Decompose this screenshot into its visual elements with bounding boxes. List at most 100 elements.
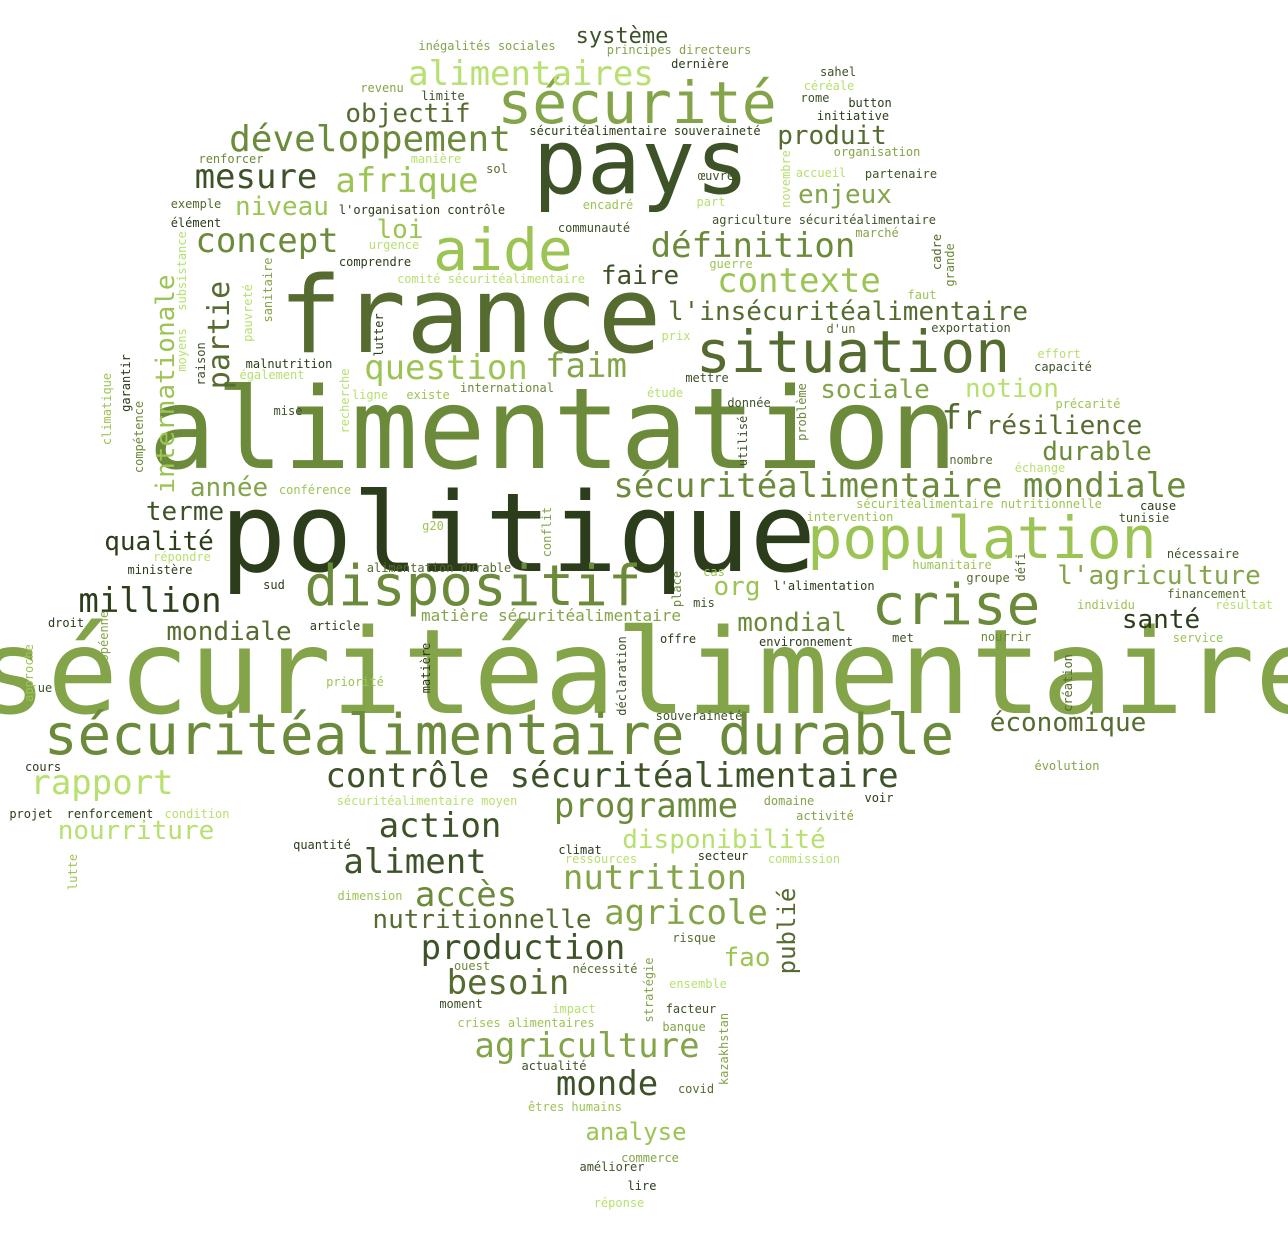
cloud-word: mesure (194, 157, 318, 197)
cloud-word: lutter (372, 313, 386, 357)
cloud-word: économique (989, 708, 1147, 738)
cloud-word: objectif (345, 99, 471, 129)
cloud-word: problème (795, 383, 809, 441)
cloud-word: capacité (1034, 360, 1092, 374)
cloud-word: nutritionnelle (372, 905, 592, 935)
cloud-word: initiative (816, 109, 890, 123)
cloud-word: question (364, 348, 528, 388)
cloud-word: échange (1014, 461, 1066, 475)
cloud-word: utilisé (736, 415, 750, 467)
cloud-word: année (189, 473, 269, 503)
cloud-word: l'insécuritéalimentaire (667, 297, 1029, 327)
cloud-word: impact (552, 1002, 596, 1016)
cloud-word: loi (376, 215, 424, 245)
cloud-word: niveau (235, 192, 329, 222)
cloud-word: œuvre (697, 169, 735, 183)
cloud-word: environnement (759, 635, 853, 649)
cloud-word: cas (703, 565, 725, 579)
cloud-word: tunisie (1118, 511, 1170, 525)
cloud-word: concept (195, 221, 339, 261)
cloud-word: sahel (819, 65, 857, 79)
cloud-word: mise (273, 404, 303, 418)
cloud-word: mondiale (166, 617, 292, 647)
cloud-word: place (670, 570, 684, 608)
cloud-word: effort (1037, 347, 1081, 361)
cloud-word: g20 (422, 519, 444, 533)
cloud-word: sécuritéalimentaire nutritionnelle (856, 497, 1102, 511)
cloud-word: programme (553, 786, 739, 826)
cloud-word: nourriture (57, 816, 215, 846)
cloud-word: sécuritéalimentaire moyen (336, 794, 518, 808)
cloud-word: résilience (985, 411, 1143, 441)
cloud-word: produit (777, 121, 887, 151)
cloud-word: organisation (833, 145, 921, 159)
cloud-word: marché (855, 226, 899, 240)
cloud-word: conflit (540, 506, 554, 558)
cloud-word: nombre (949, 453, 993, 467)
cloud-word: souveraineté (655, 709, 743, 723)
cloud-word: climat (558, 843, 602, 857)
cloud-word: système (575, 24, 669, 49)
cloud-word: banque (662, 1020, 706, 1034)
cloud-word: commission (767, 852, 841, 866)
cloud-word: compétence (132, 400, 146, 474)
cloud-word: population (807, 504, 1157, 572)
cloud-word: droit (47, 616, 85, 630)
cloud-word: nécessaire (1166, 547, 1240, 561)
cloud-word: million (78, 581, 222, 621)
cloud-word: met (892, 631, 914, 645)
cloud-word: sud (263, 578, 285, 592)
cloud-word: faim (545, 346, 627, 386)
cloud-word: ligne (351, 388, 389, 402)
cloud-word: élément (170, 216, 222, 230)
cloud-word: intervention (806, 510, 894, 524)
cloud-word: résultat (1215, 598, 1273, 612)
cloud-word: nourrir (980, 630, 1032, 644)
cloud-word: terme (145, 497, 225, 527)
cloud-word: l'alimentation (773, 579, 875, 593)
cloud-word: agricole (604, 893, 768, 933)
cloud-word: france (278, 254, 662, 377)
cloud-word: ouest (453, 959, 491, 973)
cloud-word: sécuritéalimentaire durable (43, 703, 955, 768)
cloud-word: matière sécuritéalimentaire (420, 606, 682, 625)
cloud-word: button (848, 96, 892, 110)
cloud-word: santé (1121, 605, 1201, 635)
cloud-word: ue (37, 681, 53, 695)
cloud-word: malnutrition (245, 357, 333, 371)
cloud-word: besoin (446, 963, 570, 1003)
cloud-word: matière (419, 642, 433, 694)
cloud-word: faut (907, 288, 937, 302)
cloud-word: politique (219, 469, 817, 597)
cloud-word: développement (229, 119, 511, 160)
cloud-word: exemple (170, 197, 222, 211)
cloud-word: mettre (685, 371, 729, 385)
cloud-word: publié (773, 887, 801, 975)
cloud-word: revenu (360, 81, 404, 95)
cloud-word: encadré (582, 198, 634, 212)
cloud-word: l'organisation contrôle (338, 203, 506, 217)
cloud-word: org (713, 572, 761, 602)
cloud-word: sécuritéalimentaire mondiale (613, 466, 1187, 506)
cloud-word: sécuritéalimentaire souveraineté (529, 124, 761, 138)
cloud-word: activité (796, 809, 854, 823)
cloud-word: communauté (557, 221, 631, 235)
cloud-word: facteur (665, 1002, 717, 1016)
cloud-word: lutte (66, 853, 80, 891)
cloud-word: création (1061, 654, 1075, 712)
cloud-word: dispositif (304, 554, 642, 619)
cloud-word: inégalités sociales (418, 39, 556, 53)
cloud-word: d'un (826, 322, 856, 336)
cloud-word: contexte (717, 261, 881, 301)
cloud-word: répondre (153, 550, 211, 564)
cloud-word: subsistance (175, 231, 189, 311)
cloud-word: ministère (127, 563, 193, 577)
cloud-word: financement (1167, 587, 1247, 601)
cloud-word: projet (9, 807, 53, 821)
cloud-word: exportation (931, 321, 1011, 335)
cloud-word: service (1172, 631, 1224, 645)
cloud-word: aliment (343, 842, 487, 882)
cloud-word: alimentation durable (366, 561, 512, 575)
cloud-word: comprendre (338, 255, 412, 269)
cloud-word: dernière (671, 57, 729, 71)
